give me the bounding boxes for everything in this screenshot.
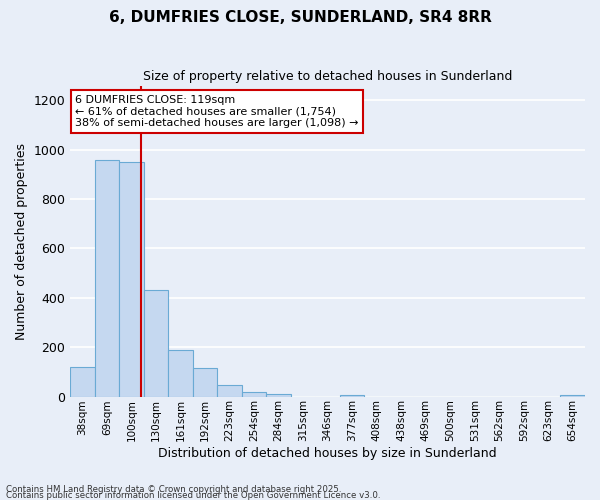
Bar <box>119 162 144 396</box>
Text: 6 DUMFRIES CLOSE: 119sqm
← 61% of detached houses are smaller (1,754)
38% of sem: 6 DUMFRIES CLOSE: 119sqm ← 61% of detach… <box>76 95 359 128</box>
X-axis label: Distribution of detached houses by size in Sunderland: Distribution of detached houses by size … <box>158 447 497 460</box>
Bar <box>144 290 169 397</box>
Text: Contains HM Land Registry data © Crown copyright and database right 2025.: Contains HM Land Registry data © Crown c… <box>6 484 341 494</box>
Bar <box>95 160 119 396</box>
Bar <box>70 367 95 396</box>
Bar <box>217 386 242 396</box>
Text: Contains public sector information licensed under the Open Government Licence v3: Contains public sector information licen… <box>6 490 380 500</box>
Bar <box>169 350 193 397</box>
Bar <box>266 394 291 396</box>
Bar <box>193 368 217 396</box>
Text: 6, DUMFRIES CLOSE, SUNDERLAND, SR4 8RR: 6, DUMFRIES CLOSE, SUNDERLAND, SR4 8RR <box>109 10 491 25</box>
Title: Size of property relative to detached houses in Sunderland: Size of property relative to detached ho… <box>143 70 512 83</box>
Bar <box>242 392 266 396</box>
Y-axis label: Number of detached properties: Number of detached properties <box>15 142 28 340</box>
